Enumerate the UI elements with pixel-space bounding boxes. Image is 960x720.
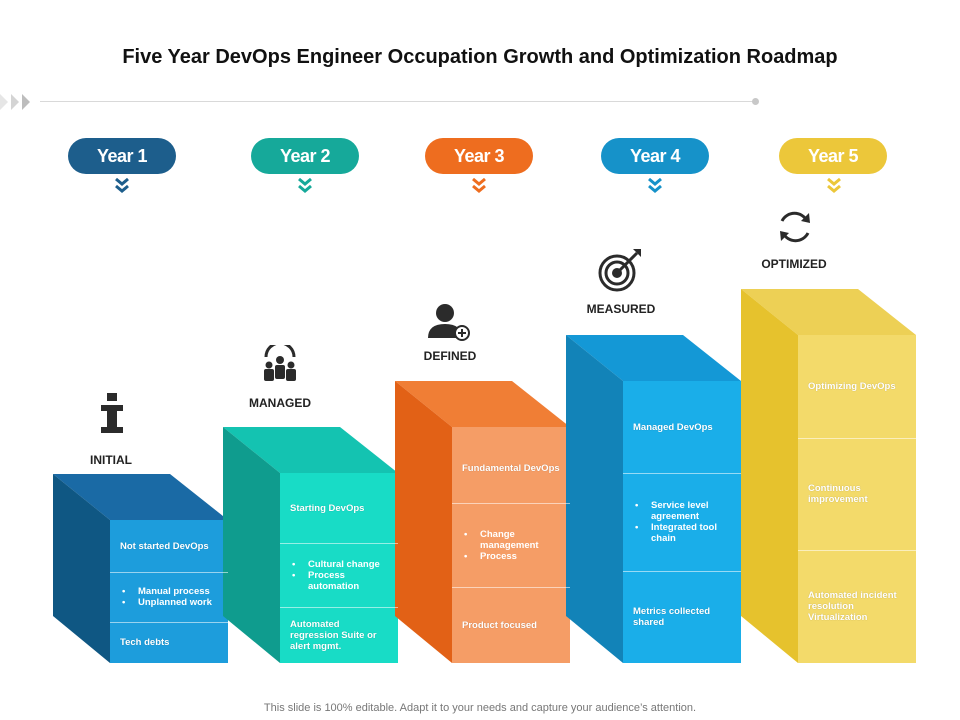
block-2-row-1: Starting DevOps [290,502,365,514]
info-icon [101,393,123,433]
block-3-row-3: Product focused [462,619,537,631]
chevron-down-icon [115,178,129,193]
year-4-pill: Year 4 [601,138,709,174]
block-1-row-2: Manual processUnplanned work [110,572,228,622]
stage-label-initial: INITIAL [90,453,132,467]
block-3-side [395,381,452,663]
refresh-icon [780,211,810,243]
year-3-pill: Year 3 [425,138,533,174]
footer-note: This slide is 100% editable. Adapt it to… [263,702,697,714]
block-3-top [395,381,570,427]
stage-label-defined: DEFINED [423,349,477,363]
chevron-down-icon [472,178,486,193]
slide-title: Five Year DevOps Engineer Occupation Gro… [122,46,838,68]
add-user-icon [428,304,470,341]
block-3-face: Fundamental DevOps Change managementProc… [452,427,570,663]
target-icon [598,249,641,292]
block-4-row-3: Metrics collected shared [633,606,711,628]
year-1-pill: Year 1 [68,138,176,174]
stage-label-measured: MEASURED [586,302,656,316]
team-icon [264,345,296,381]
block-2-row-2: Cultural changeProcess automation [280,543,398,607]
year-5-pill: Year 5 [779,138,887,174]
block-5-row-1: Optimizing DevOps [808,381,896,392]
block-1-face: Not started DevOps Manual processUnplann… [110,520,228,663]
block-1-row-1: Not started DevOps [120,540,209,552]
timeline-arrows-icon [0,94,30,110]
block-2-row-3: Automated regression Suite or alert mgmt… [290,618,377,652]
block-4-row-2: Service level agreementIntegrated tool c… [623,473,741,571]
block-5-top [741,289,916,335]
block-4-face: Managed DevOps Service level agreementIn… [623,381,741,663]
block-2-top [223,427,398,473]
timeline-line [40,101,756,102]
block-5-side [741,289,798,663]
chevron-down-icon [298,178,312,193]
chevron-down-icon [827,178,841,193]
block-1-row-3: Tech debts [120,637,170,648]
block-1-top [53,474,228,520]
chevron-down-icon [648,178,662,193]
block-5-row-3: Automated incident resolution Virtualiza… [808,590,897,623]
block-3-row-2: Change managementProcess [452,503,570,587]
block-2-face: Starting DevOps Cultural changeProcess a… [280,473,398,663]
block-4-row-1: Managed DevOps [633,421,713,433]
block-2-side [223,427,280,663]
timeline-end-dot [752,98,759,105]
block-5-face: Optimizing DevOps Continuous improvement… [798,335,916,663]
block-4-top [566,335,741,381]
block-5-front [798,335,916,663]
block-5-row-2: Continuous improvement [808,483,868,505]
block-1-side [53,474,110,663]
stage-label-managed: MANAGED [249,396,311,410]
stage-label-optimized: OPTIMIZED [761,257,827,271]
year-2-pill: Year 2 [251,138,359,174]
block-4-side [566,335,623,663]
block-3-row-1: Fundamental DevOps [462,463,560,474]
